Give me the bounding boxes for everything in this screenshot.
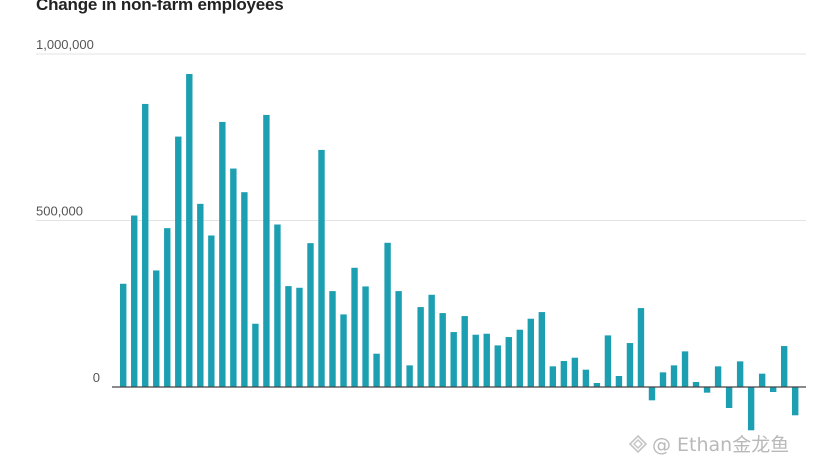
- bar: [252, 323, 259, 387]
- bar: [703, 387, 711, 393]
- bar: [736, 361, 744, 387]
- bar: [274, 224, 281, 387]
- bar: [384, 242, 391, 387]
- bar: [175, 136, 182, 387]
- bar: [670, 365, 678, 387]
- bar: [792, 387, 799, 416]
- bar: [329, 291, 336, 387]
- bar: [560, 361, 568, 387]
- bar: [340, 314, 347, 387]
- bar: [450, 332, 457, 388]
- bar: [351, 267, 358, 387]
- bar: [527, 318, 535, 388]
- bar: [472, 334, 479, 387]
- y-axis-labels: 1,000,000 500,000 0: [36, 37, 100, 385]
- watermark: @ Ethan金龙鱼: [628, 430, 789, 457]
- bar: [714, 366, 722, 387]
- bar: [307, 243, 314, 387]
- bar: [197, 203, 204, 387]
- bar: [615, 376, 623, 387]
- bar: [681, 351, 689, 387]
- bar: [692, 382, 700, 387]
- bar: [186, 73, 193, 387]
- y-tick-label: 500,000: [36, 204, 83, 219]
- bar: [725, 387, 733, 408]
- y-tick-label: 1,000,000: [36, 37, 94, 52]
- bar: [318, 149, 325, 387]
- bar: [153, 270, 160, 387]
- bar: [626, 343, 634, 387]
- bar: [219, 121, 226, 388]
- watermark-logo-icon: [628, 434, 648, 453]
- bar: [549, 366, 557, 387]
- bar: [538, 312, 546, 387]
- bars: [120, 73, 799, 431]
- bar: [571, 357, 579, 387]
- bar: [373, 353, 380, 387]
- bar: [747, 387, 755, 431]
- bar: [230, 168, 237, 387]
- bar: [516, 329, 523, 387]
- bar: [648, 387, 656, 401]
- bar: [131, 215, 138, 387]
- bar: [296, 287, 303, 387]
- bar: [505, 337, 512, 387]
- bar: [241, 192, 248, 387]
- bar: [164, 228, 171, 387]
- bar: [362, 286, 369, 387]
- chart-title: Change in non-farm employees: [36, 0, 284, 14]
- bar: [439, 313, 446, 387]
- bar: [395, 291, 402, 387]
- y-tick-label: 0: [93, 370, 100, 385]
- bar: [263, 114, 270, 387]
- bar: [417, 307, 424, 387]
- bar: [780, 346, 788, 387]
- bar: [428, 294, 435, 387]
- watermark-text: @ Ethan金龙鱼: [652, 434, 790, 456]
- bar: [142, 103, 149, 387]
- bar: [494, 345, 501, 388]
- bar: [593, 383, 601, 387]
- bar: [659, 372, 667, 387]
- bar: [483, 333, 490, 387]
- bar: [637, 308, 645, 387]
- bar: [406, 365, 413, 387]
- bar: [582, 369, 590, 387]
- bar: [604, 335, 612, 387]
- bar: [285, 286, 292, 387]
- bar: [758, 373, 766, 387]
- bar: [769, 387, 777, 392]
- bar: [120, 283, 127, 387]
- bar: [208, 235, 215, 387]
- bar: [461, 316, 468, 387]
- gridlines: [36, 53, 806, 221]
